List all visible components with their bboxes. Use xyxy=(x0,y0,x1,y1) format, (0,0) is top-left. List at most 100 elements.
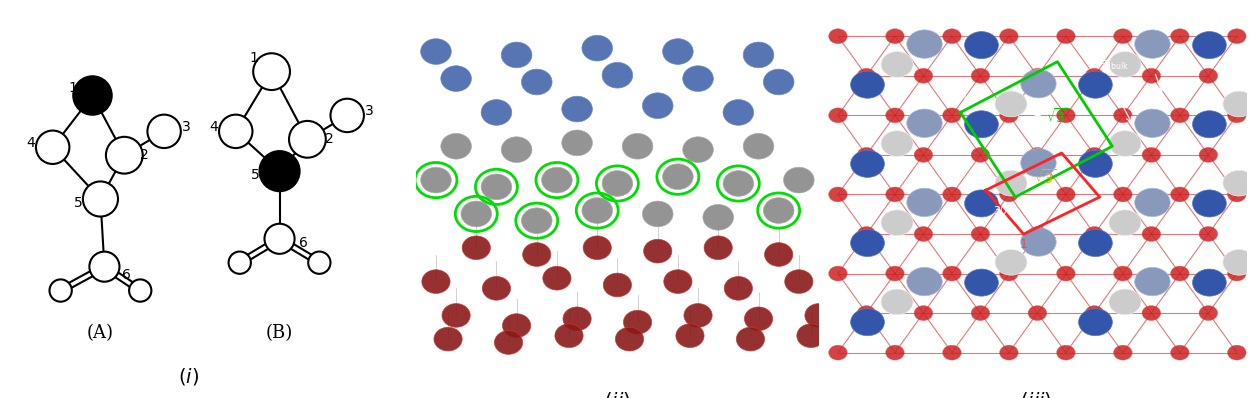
Circle shape xyxy=(89,252,120,282)
Text: 5: 5 xyxy=(251,168,260,182)
Circle shape xyxy=(615,327,644,351)
Circle shape xyxy=(1079,309,1113,336)
Circle shape xyxy=(764,69,794,95)
Circle shape xyxy=(643,93,673,119)
Circle shape xyxy=(663,164,693,189)
Circle shape xyxy=(503,314,530,338)
Circle shape xyxy=(1021,148,1056,177)
Circle shape xyxy=(724,277,752,300)
Circle shape xyxy=(330,99,364,132)
Circle shape xyxy=(1079,71,1113,98)
Circle shape xyxy=(857,226,876,242)
Circle shape xyxy=(1142,306,1160,320)
Circle shape xyxy=(829,345,847,360)
Circle shape xyxy=(422,270,450,293)
Circle shape xyxy=(764,198,794,223)
Text: (B): (B) xyxy=(266,324,294,342)
Circle shape xyxy=(999,266,1018,281)
Circle shape xyxy=(602,171,633,196)
Circle shape xyxy=(1135,109,1171,137)
Circle shape xyxy=(83,181,118,217)
Circle shape xyxy=(965,111,998,138)
Circle shape xyxy=(1227,29,1246,44)
Circle shape xyxy=(907,109,942,137)
Circle shape xyxy=(971,147,989,162)
Circle shape xyxy=(684,304,712,327)
Circle shape xyxy=(1085,147,1104,162)
Circle shape xyxy=(1200,306,1217,320)
Circle shape xyxy=(522,69,552,95)
Circle shape xyxy=(850,309,885,336)
Text: 3: 3 xyxy=(181,120,190,135)
Text: $\sqrt{3}$: $\sqrt{3}$ xyxy=(1046,107,1068,126)
Circle shape xyxy=(219,115,252,148)
Text: 2: 2 xyxy=(140,148,149,162)
Circle shape xyxy=(147,115,181,148)
Circle shape xyxy=(1227,266,1246,281)
Circle shape xyxy=(1079,230,1113,257)
Circle shape xyxy=(106,137,142,174)
Circle shape xyxy=(999,187,1018,202)
Circle shape xyxy=(441,133,471,159)
Circle shape xyxy=(624,310,651,334)
Circle shape xyxy=(1171,108,1189,123)
Circle shape xyxy=(745,307,772,331)
Circle shape xyxy=(829,108,847,123)
Circle shape xyxy=(562,96,592,122)
Text: 5: 5 xyxy=(74,196,83,210)
Circle shape xyxy=(265,224,295,254)
Circle shape xyxy=(1200,147,1217,162)
Text: $\sqrt{3}$: $\sqrt{3}$ xyxy=(1033,168,1056,187)
Circle shape xyxy=(309,252,330,274)
Circle shape xyxy=(1085,306,1104,320)
Circle shape xyxy=(602,62,633,88)
Circle shape xyxy=(1109,131,1142,156)
Circle shape xyxy=(1200,68,1217,83)
Circle shape xyxy=(743,133,774,159)
Circle shape xyxy=(850,71,885,98)
Circle shape xyxy=(582,198,612,223)
Circle shape xyxy=(253,53,290,90)
Circle shape xyxy=(49,279,72,302)
Circle shape xyxy=(644,239,672,263)
Circle shape xyxy=(723,171,753,196)
Circle shape xyxy=(1135,188,1171,217)
Circle shape xyxy=(785,270,813,293)
Circle shape xyxy=(857,68,876,83)
Circle shape xyxy=(1114,266,1133,281)
Circle shape xyxy=(886,29,905,44)
Circle shape xyxy=(736,327,765,351)
Circle shape xyxy=(805,304,833,327)
Circle shape xyxy=(675,324,704,347)
Circle shape xyxy=(1114,187,1133,202)
Circle shape xyxy=(1223,91,1255,117)
Circle shape xyxy=(289,121,326,158)
Text: 4: 4 xyxy=(209,120,218,135)
Circle shape xyxy=(73,76,112,115)
Circle shape xyxy=(1135,267,1171,296)
Circle shape xyxy=(583,236,611,259)
Circle shape xyxy=(643,201,673,227)
Circle shape xyxy=(494,331,523,354)
Circle shape xyxy=(1227,108,1246,123)
Circle shape xyxy=(1028,68,1047,83)
Circle shape xyxy=(228,252,251,274)
Circle shape xyxy=(907,30,942,58)
Circle shape xyxy=(542,167,572,193)
Circle shape xyxy=(1109,210,1142,236)
Circle shape xyxy=(1192,111,1226,138)
Circle shape xyxy=(523,243,551,266)
Circle shape xyxy=(1085,226,1104,242)
Circle shape xyxy=(1171,187,1189,202)
Circle shape xyxy=(562,130,592,156)
Circle shape xyxy=(915,226,932,242)
Circle shape xyxy=(1192,269,1226,296)
Text: $(iii)$: $(iii)$ xyxy=(1021,390,1052,398)
Circle shape xyxy=(604,273,631,297)
Circle shape xyxy=(1192,190,1226,217)
Text: (A): (A) xyxy=(87,324,113,342)
Circle shape xyxy=(850,150,885,178)
Circle shape xyxy=(971,226,989,242)
Circle shape xyxy=(1109,51,1142,77)
Circle shape xyxy=(501,42,532,68)
